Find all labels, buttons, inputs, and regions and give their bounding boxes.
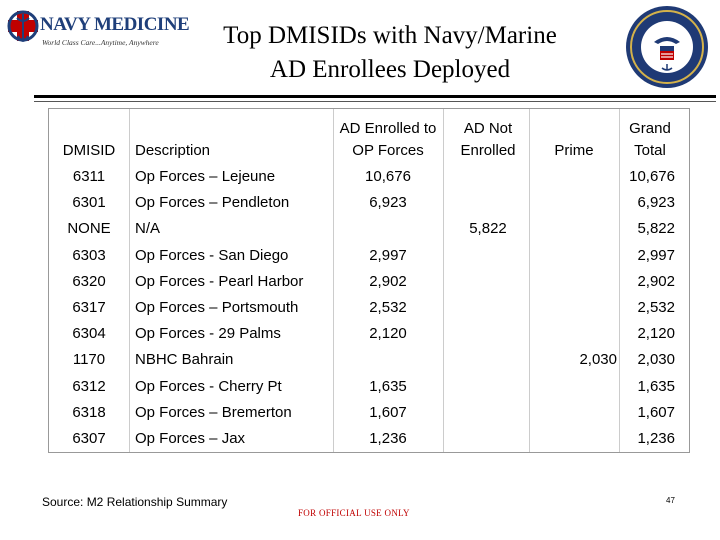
column-divider: [529, 109, 530, 452]
title-divider-thin: [34, 101, 716, 102]
cell-dmisid: 6303: [72, 246, 106, 264]
logo-name: NAVY MEDICINE: [40, 14, 190, 35]
column-divider: [443, 109, 444, 452]
cell-dmisid: 6304: [72, 325, 106, 343]
cell-dmisid: 6312: [72, 377, 106, 395]
cell-description: N/A: [135, 220, 161, 238]
cell-dmisid: 6311: [72, 168, 106, 185]
column-divider: [129, 109, 130, 452]
cell-description: Op Forces – Portsmouth: [135, 299, 299, 316]
cell-prime: 2,030: [579, 351, 617, 369]
column-divider: [619, 109, 620, 452]
cell-description: Op Forces – Pendleton: [135, 194, 290, 212]
cell-description: Op Forces - 29 Palms: [135, 325, 281, 343]
cell-grand-total: 10,676: [629, 168, 675, 185]
cell-ad-enrolled: 1,607: [369, 403, 407, 421]
department-of-the-navy-seal-icon: [626, 6, 708, 88]
cell-grand-total: 6,923: [637, 194, 675, 212]
cell-grand-total: 2,030: [637, 351, 675, 369]
classification-marking: FOR OFFICIAL USE ONLY: [298, 508, 410, 518]
cell-description: Op Forces - San Diego: [135, 246, 289, 264]
cell-dmisid: 6307: [72, 430, 106, 447]
column-divider: [333, 109, 334, 452]
cell-ad-enrolled: 2,997: [369, 246, 407, 264]
cell-grand-total: 2,120: [637, 325, 675, 343]
title-divider-thick: [34, 95, 716, 98]
cell-grand-total: 2,902: [637, 272, 675, 290]
header-enrolled-line2: OP Forces: [352, 142, 424, 159]
header-dmisid: DMISID: [62, 142, 116, 159]
logo-tagline: World Class Care...Anytime, Anywhere: [42, 38, 159, 47]
header-total-line1: Grand: [629, 120, 671, 137]
cell-dmisid: 6301: [72, 194, 106, 212]
cell-dmisid: 6317: [72, 299, 106, 316]
navy-medicine-emblem-icon: [7, 10, 39, 42]
header-prime: Prime: [554, 142, 594, 159]
cell-ad-enrolled: 2,120: [369, 325, 407, 343]
cell-grand-total: 1,236: [637, 430, 675, 447]
header-not-enrolled-line2: Enrolled: [460, 142, 516, 159]
cell-dmisid: 6320: [72, 272, 106, 290]
cell-description: Op Forces – Jax: [135, 430, 246, 447]
slide-title-line-1: Top DMISIDs with Navy/Marine: [223, 22, 557, 49]
cell-description: Op Forces - Pearl Harbor: [135, 272, 304, 290]
navy-medicine-logo: NAVY MEDICINE World Class Care...Anytime…: [6, 6, 190, 56]
cell-grand-total: 2,997: [637, 246, 675, 264]
cell-description: NBHC Bahrain: [135, 351, 234, 369]
header-description: Description: [135, 142, 211, 159]
cell-ad-enrolled: 6,923: [369, 194, 407, 212]
cell-dmisid: 1170: [72, 351, 106, 369]
cell-dmisid: 6318: [72, 403, 106, 421]
header-not-enrolled-line1: AD Not: [463, 120, 513, 137]
cell-grand-total: 1,635: [637, 377, 675, 395]
cell-ad-enrolled: 2,902: [369, 272, 407, 290]
cell-ad-enrolled: 1,635: [369, 377, 407, 395]
cell-grand-total: 5,822: [637, 220, 675, 238]
cell-ad-enrolled: 2,532: [369, 299, 407, 316]
slide-title-line-2: AD Enrollees Deployed: [269, 56, 511, 83]
cell-description: Op Forces - Cherry Pt: [135, 377, 282, 395]
source-note: Source: M2 Relationship Summary: [42, 495, 228, 509]
cell-grand-total: 2,532: [637, 299, 675, 316]
cell-description: Op Forces – Lejeune: [135, 168, 276, 185]
cell-ad-enrolled: 10,676: [365, 168, 411, 185]
header-enrolled-line1: AD Enrolled to: [339, 120, 437, 137]
cell-dmisid: NONE: [67, 220, 111, 238]
enrollees-table: DMISID Description AD Enrolled to OP For…: [48, 108, 690, 453]
cell-description: Op Forces – Bremerton: [135, 403, 292, 421]
header-total-line2: Total: [634, 142, 666, 159]
page-number: 47: [666, 496, 675, 505]
cell-ad-enrolled: 1,236: [369, 430, 407, 447]
cell-ad-not-enrolled: 5,822: [469, 220, 507, 238]
cell-grand-total: 1,607: [637, 403, 675, 421]
